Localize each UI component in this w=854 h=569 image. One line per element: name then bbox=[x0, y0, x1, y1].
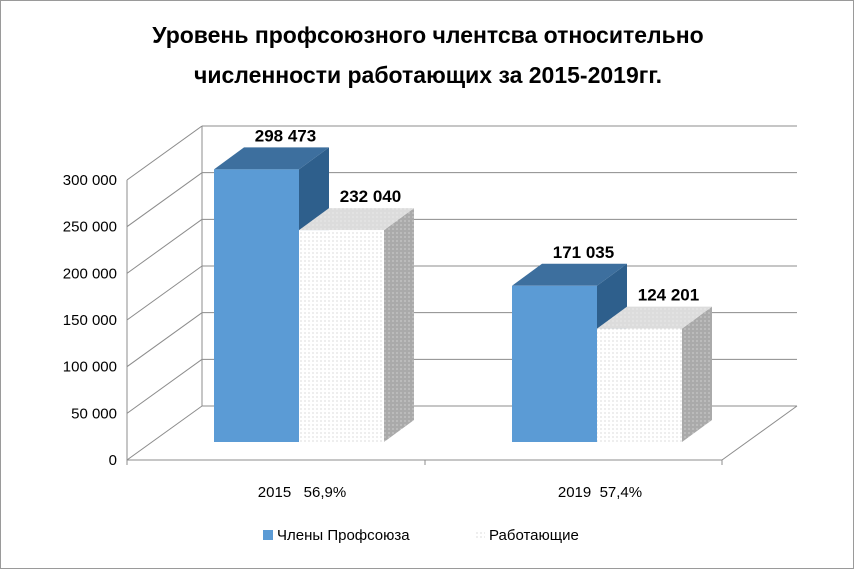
bar-top bbox=[512, 263, 627, 286]
legend-swatch bbox=[475, 530, 485, 540]
gridline-diagonal bbox=[126, 405, 203, 461]
gridline-diagonal bbox=[126, 218, 203, 274]
x-category-label: 2015 56,9% bbox=[258, 484, 346, 501]
gridline-diagonal bbox=[126, 172, 203, 228]
bars bbox=[214, 147, 712, 442]
chart-title-line-1: Уровень профсоюзного члентсва относитель… bbox=[152, 22, 704, 48]
legend-swatch bbox=[263, 530, 273, 540]
data-label: 171 035 bbox=[553, 243, 614, 262]
bar bbox=[512, 285, 597, 442]
bar-side bbox=[384, 208, 414, 442]
legend: Члены Профсоюза Работающие bbox=[263, 527, 579, 544]
bar bbox=[299, 230, 384, 442]
y-tick-label: 200 000 bbox=[63, 265, 117, 282]
data-label: 124 201 bbox=[638, 286, 699, 305]
x-category-label: 2019 57,4% bbox=[558, 484, 642, 501]
chart-title: Уровень профсоюзного члентсва относитель… bbox=[61, 15, 795, 95]
bar-side bbox=[682, 306, 712, 442]
data-label: 298 473 bbox=[255, 126, 316, 145]
gridline-diagonal bbox=[126, 358, 203, 414]
y-tick-label: 150 000 bbox=[63, 312, 117, 329]
y-tick-label: 100 000 bbox=[63, 359, 117, 376]
gridline-diagonal bbox=[126, 265, 203, 321]
bar bbox=[597, 328, 682, 442]
y-tick-label: 0 bbox=[109, 452, 117, 469]
y-tick-label: 300 000 bbox=[63, 172, 117, 189]
bar bbox=[214, 169, 299, 442]
labels: 0 50 000 100 000 150 000 200 000 250 000 300 0… bbox=[63, 126, 699, 501]
bar-top bbox=[214, 147, 329, 170]
chart-title-line-2: численности работающих за 2015-2019гг. bbox=[194, 62, 662, 88]
floor-edge bbox=[721, 405, 798, 461]
gridline-diagonal bbox=[126, 312, 203, 368]
legend-label: Члены Профсоюза bbox=[277, 527, 410, 544]
bar-top bbox=[299, 208, 414, 231]
data-label: 232 040 bbox=[340, 187, 401, 206]
y-tick-label: 50 000 bbox=[71, 405, 117, 422]
axes bbox=[126, 126, 798, 465]
legend-label: Работающие bbox=[489, 527, 579, 544]
y-tick-label: 250 000 bbox=[63, 219, 117, 236]
gridline-diagonal bbox=[126, 125, 203, 181]
bar-top bbox=[597, 306, 712, 329]
